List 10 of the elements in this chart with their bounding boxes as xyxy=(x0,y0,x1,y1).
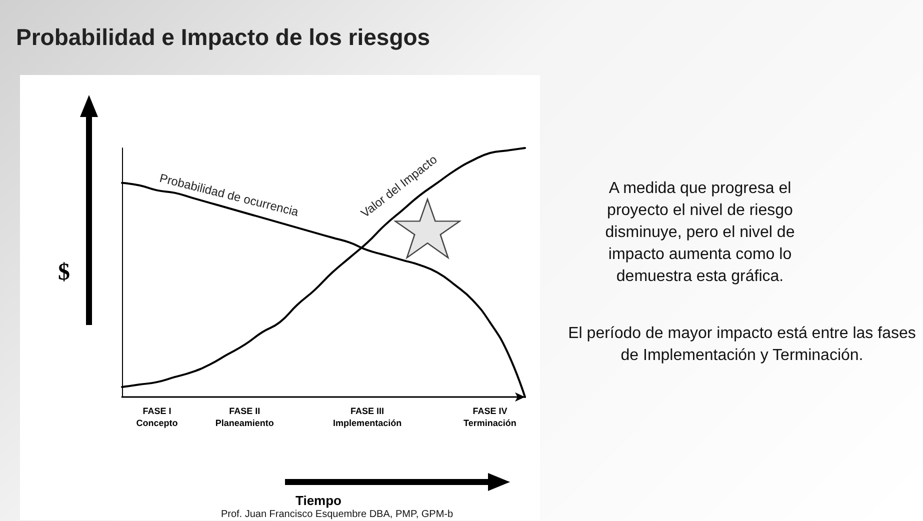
x-axis-title: Tiempo xyxy=(296,493,342,508)
text: El período de mayor impacto está entre las fases de Implementación y Terminación. xyxy=(567,324,917,366)
text: A medida que progresa el proyecto el nivel de riesgo disminuye, pero el nivel de impacto aumenta como lo demuestra esta gráfica. xyxy=(604,179,796,287)
y-axis-title: $ xyxy=(58,260,70,286)
x-tick-label: FASE I Concepto xyxy=(136,406,178,428)
x-tick-label: FASE IV Terminación xyxy=(464,406,516,428)
chart-title: Probabilidad e Impacto de los riesgos xyxy=(16,24,430,51)
text: Prof. Juan Francisco Esquembre DBA, PMP, GPM-b xyxy=(220,509,454,521)
x-tick-label: FASE III Implementación xyxy=(333,406,402,428)
x-tick-label: FASE II Planeamiento xyxy=(215,406,274,428)
